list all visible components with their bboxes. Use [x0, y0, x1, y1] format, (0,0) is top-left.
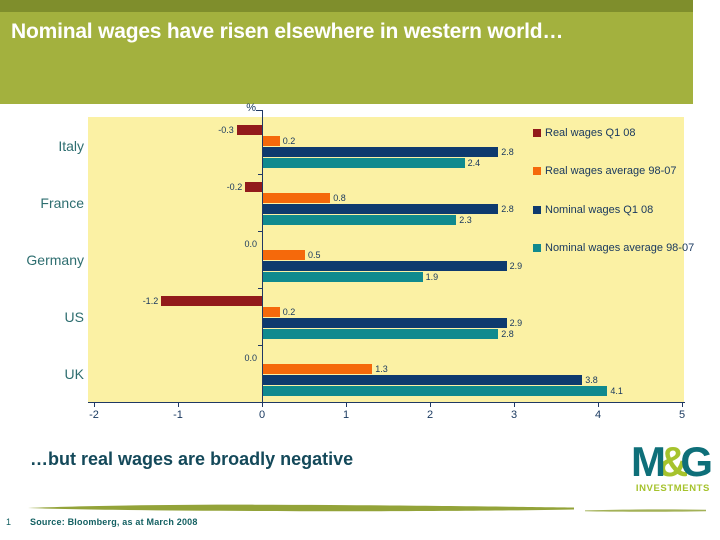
logo-tagline: INVESTMENTS — [635, 483, 710, 494]
brush-stroke-divider — [28, 504, 706, 512]
chart-bar — [263, 204, 499, 214]
legend-label: Nominal wages average 98-07 — [545, 242, 695, 254]
legend-label: Real wages average 98-07 — [545, 165, 677, 177]
category-label-uk: UK — [64, 366, 84, 382]
bar-value-label: -0.3 — [218, 125, 234, 135]
header-band: Nominal wages have risen elsewhere in we… — [0, 0, 693, 104]
zero-axis-group-tick — [258, 345, 262, 346]
bar-value-label: 0.8 — [333, 193, 346, 203]
chart-bar — [245, 182, 262, 192]
mg-logo-wordmark: M&G — [606, 438, 713, 485]
legend-swatch — [533, 206, 541, 214]
chart-bar — [263, 136, 280, 146]
chart-bar — [263, 272, 423, 282]
x-axis-tick-label: -2 — [89, 409, 99, 421]
bar-value-label: 2.8 — [501, 204, 514, 214]
logo-letter-m: M — [630, 438, 666, 485]
legend-swatch — [533, 167, 541, 175]
x-axis-line — [88, 402, 685, 403]
zero-axis-line — [262, 110, 263, 402]
bar-value-label: 2.4 — [467, 158, 481, 168]
chart-bar — [263, 215, 457, 225]
chart-bar — [263, 193, 331, 203]
bar-value-label: 1.9 — [425, 272, 439, 282]
logo-letter-g: G — [680, 438, 713, 485]
chart-bar — [263, 261, 507, 271]
x-axis-tick — [346, 403, 347, 407]
logo-ampersand-icon: & — [657, 438, 688, 485]
x-axis-tick-label: 2 — [426, 409, 434, 421]
x-axis-tick-label: -1 — [173, 409, 183, 421]
x-axis-tick — [514, 403, 515, 407]
category-label-us: US — [64, 309, 84, 325]
chart-bar — [263, 250, 305, 260]
bar-value-label: 3.8 — [585, 375, 598, 385]
bar-value-label: 2.9 — [509, 318, 523, 328]
chart-bar — [263, 318, 507, 328]
chart-bar — [161, 296, 262, 306]
category-label-italy: Italy — [58, 138, 84, 154]
chart-bar — [263, 147, 499, 157]
bar-value-label: 0.2 — [282, 136, 296, 146]
x-axis-tick-label: 0 — [258, 409, 266, 421]
bar-value-label: 4.1 — [610, 386, 623, 396]
y-axis-unit-label: % — [246, 102, 256, 114]
chart-bar — [263, 375, 583, 385]
bar-value-label: 2.8 — [501, 147, 514, 157]
zero-axis-group-tick — [258, 231, 262, 232]
bar-value-label: 0.5 — [308, 250, 321, 260]
chart-bar — [263, 158, 465, 168]
zero-axis-group-tick — [258, 174, 262, 175]
legend-item: Real wages average 98-07 — [533, 165, 676, 177]
mg-logo: M&G INVESTMENTS — [606, 438, 713, 494]
category-label-france: France — [40, 195, 84, 211]
page-title: Nominal wages have risen elsewhere in we… — [11, 20, 564, 43]
chart-bar — [263, 386, 608, 396]
x-axis-tick — [94, 403, 95, 407]
bar-value-label: -1.2 — [142, 296, 159, 306]
legend-swatch — [533, 244, 541, 252]
bar-value-label: 2.3 — [459, 215, 472, 225]
bar-value-label: 1.3 — [375, 364, 388, 374]
x-axis-tick — [262, 403, 263, 407]
category-label-germany: Germany — [26, 252, 84, 268]
legend-label: Real wages Q1 08 — [545, 127, 636, 139]
bar-value-label: 0.2 — [282, 307, 296, 317]
zero-axis-group-tick — [258, 288, 262, 289]
chart-bar — [236, 125, 262, 135]
bar-value-label: 2.9 — [509, 261, 523, 271]
legend-swatch — [533, 129, 541, 137]
legend-item: Real wages Q1 08 — [533, 127, 636, 139]
x-axis-tick — [178, 403, 179, 407]
chart-bar — [263, 307, 280, 317]
x-axis-tick-label: 1 — [342, 409, 350, 421]
x-axis-tick — [430, 403, 431, 407]
zero-axis-top-tick — [256, 110, 262, 111]
x-axis-tick-label: 5 — [678, 409, 686, 421]
legend-label: Nominal wages Q1 08 — [545, 204, 654, 216]
chart-bar — [263, 364, 373, 374]
x-axis-tick — [682, 403, 683, 407]
x-axis-tick — [598, 403, 599, 407]
slide-subtitle: …but real wages are broadly negative — [30, 449, 354, 469]
bar-value-label: 0.0 — [244, 239, 257, 249]
header-top-strip — [0, 0, 693, 12]
x-axis-tick-label: 3 — [510, 409, 518, 421]
bar-value-label: 0.0 — [244, 353, 257, 363]
page-number: 1 — [6, 517, 12, 527]
x-axis-tick-label: 4 — [594, 409, 602, 421]
bar-value-label: -0.2 — [226, 182, 243, 192]
source-note: Source: Bloomberg, as at March 2008 — [30, 517, 198, 527]
legend-item: Nominal wages average 98-07 — [533, 242, 694, 254]
bar-value-label: 2.8 — [501, 329, 514, 339]
chart-bar — [263, 329, 499, 339]
legend-item: Nominal wages Q1 08 — [533, 204, 653, 216]
